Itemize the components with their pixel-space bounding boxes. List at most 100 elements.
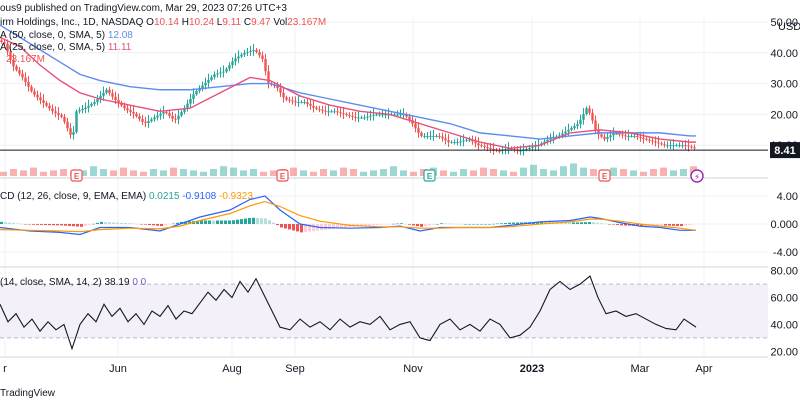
macd-histogram-bar bbox=[576, 222, 579, 224]
candle-body bbox=[291, 100, 294, 102]
macd-histogram-bar bbox=[584, 222, 587, 224]
macd-histogram-bar bbox=[436, 224, 439, 225]
candle-body bbox=[282, 92, 285, 98]
candle-body bbox=[258, 52, 261, 56]
candle-body bbox=[564, 131, 567, 134]
candle-body bbox=[27, 82, 30, 87]
macd-histogram-bar bbox=[484, 224, 487, 225]
volume-bar bbox=[580, 167, 587, 176]
macd-histogram-bar bbox=[160, 224, 163, 227]
macd-histogram-bar bbox=[384, 224, 387, 225]
candle-body bbox=[651, 140, 654, 142]
candle-body bbox=[627, 135, 630, 137]
candle-body bbox=[330, 111, 333, 113]
candle-body bbox=[435, 135, 438, 137]
macd-histogram-bar bbox=[164, 224, 167, 226]
macd-histogram-bar bbox=[296, 224, 299, 232]
volume-bar bbox=[200, 171, 207, 176]
ma25-line bbox=[0, 36, 696, 149]
candle-body bbox=[333, 111, 336, 113]
macd-histogram-bar bbox=[344, 224, 347, 228]
candle-body bbox=[288, 99, 291, 101]
volume-bar bbox=[410, 171, 417, 176]
macd-histogram-bar bbox=[44, 224, 47, 226]
macd-histogram-bar bbox=[340, 224, 343, 228]
candle-body bbox=[276, 85, 279, 89]
x-tick-label: r bbox=[3, 363, 7, 375]
candle-body bbox=[198, 88, 201, 91]
macd-histogram-bar bbox=[492, 223, 495, 225]
macd-histogram-bar bbox=[664, 224, 667, 226]
macd-histogram-bar bbox=[72, 224, 75, 227]
volume-bar bbox=[240, 170, 247, 176]
candle-body bbox=[582, 114, 585, 120]
axis-labels: rJunAugSepNov2023MarApr10.0020.0030.0040… bbox=[3, 17, 800, 375]
candle-body bbox=[630, 135, 633, 137]
earnings-marker-letter: E bbox=[427, 172, 433, 181]
volume-bar bbox=[380, 169, 387, 176]
macd-histogram-bar bbox=[68, 224, 71, 226]
candle-body bbox=[165, 111, 168, 114]
macd-histogram-bar bbox=[264, 218, 267, 224]
candle-body bbox=[447, 140, 450, 143]
candle-body bbox=[609, 135, 612, 138]
macd-histogram-bar bbox=[544, 221, 547, 224]
volume-bar bbox=[210, 169, 217, 176]
volume-bar bbox=[330, 170, 337, 176]
candle-body bbox=[264, 58, 267, 72]
macd-histogram-bar bbox=[120, 222, 123, 224]
macd-histogram-bar bbox=[152, 224, 155, 226]
candle-body bbox=[63, 116, 66, 122]
candle-body bbox=[471, 139, 474, 142]
y-tick-label: 80.00 bbox=[770, 266, 798, 278]
candle-body bbox=[675, 145, 678, 147]
candle-body bbox=[501, 150, 504, 152]
candle-body bbox=[528, 147, 531, 149]
y-tick-label: 60.00 bbox=[770, 293, 798, 305]
earnings-marker: E bbox=[276, 169, 289, 182]
volume-bar bbox=[370, 170, 377, 176]
y-tick-label: 20.00 bbox=[770, 109, 798, 121]
macd-histogram-bar bbox=[236, 219, 239, 224]
candle-body bbox=[378, 114, 381, 116]
volume-bar bbox=[550, 170, 557, 176]
volume-bar bbox=[680, 169, 687, 176]
lightning-marker bbox=[690, 169, 704, 183]
candle-body bbox=[42, 100, 45, 104]
candle-body bbox=[402, 114, 405, 116]
macd-histogram-bar bbox=[0, 221, 3, 224]
macd-histogram-bar bbox=[432, 224, 435, 225]
macd-histogram-bar bbox=[228, 220, 231, 224]
candle-body bbox=[30, 86, 33, 92]
candle-body bbox=[267, 71, 270, 84]
volume-bar bbox=[640, 171, 647, 176]
candle-body bbox=[204, 82, 207, 86]
macd-histogram-bar bbox=[292, 224, 295, 231]
macd-histogram-bar bbox=[416, 224, 419, 227]
candle-body bbox=[303, 102, 306, 104]
candle-body bbox=[519, 150, 522, 152]
macd-histogram-bar bbox=[208, 220, 211, 224]
candle-body bbox=[171, 115, 174, 119]
macd-histogram-bar bbox=[16, 223, 19, 224]
candle-body bbox=[318, 108, 321, 110]
candle-body bbox=[342, 113, 345, 115]
macd-histogram-bar bbox=[104, 222, 107, 224]
candle-body bbox=[561, 133, 564, 136]
candle-body bbox=[105, 89, 108, 93]
volume-bar bbox=[290, 167, 297, 176]
earnings-marker: E bbox=[423, 169, 436, 182]
macd-histogram-bar bbox=[12, 223, 15, 224]
candle-body bbox=[345, 114, 348, 116]
candle-body bbox=[480, 145, 483, 147]
candle-body bbox=[396, 114, 399, 116]
candle-body bbox=[594, 120, 597, 130]
macd-histogram-bar bbox=[328, 224, 331, 230]
candle-body bbox=[489, 147, 492, 149]
candle-body bbox=[297, 102, 300, 104]
macd-histogram-bar bbox=[572, 222, 575, 224]
macd-histogram-bar bbox=[452, 223, 455, 225]
macd-histogram-bar bbox=[240, 219, 243, 224]
macd-histogram-bar bbox=[300, 224, 303, 233]
